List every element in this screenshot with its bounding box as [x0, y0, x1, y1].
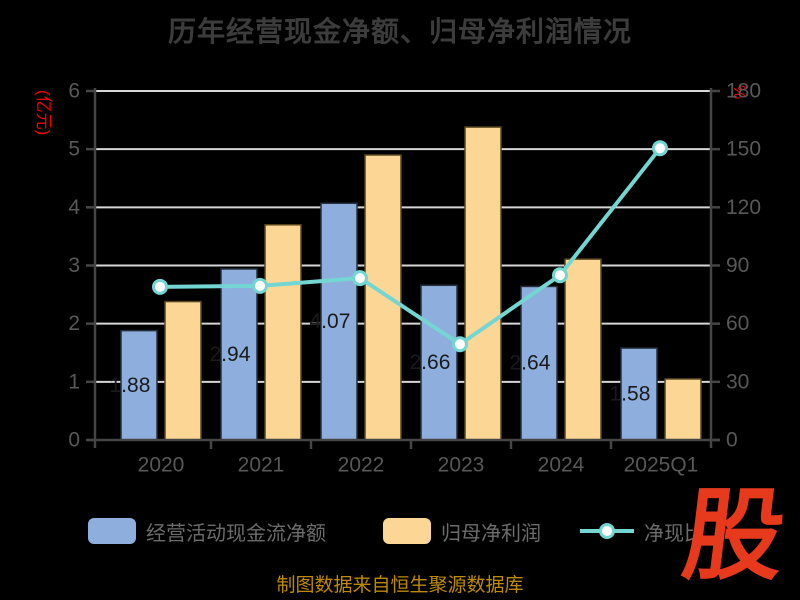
- bar-value-label-2024: 2.64: [510, 352, 551, 375]
- line-marker-2025Q1: [652, 140, 668, 157]
- right-axis-tick-label-60: 60: [726, 312, 749, 335]
- bar-value-label-2022: 4.07: [310, 310, 351, 333]
- legend-label-operating-cashflow: 经营活动现金流净额: [146, 522, 326, 545]
- chart-title: 历年经营现金净额、归母净利润情况: [167, 16, 632, 47]
- left-axis-tick-label-6: 6: [68, 80, 80, 103]
- line-marker-2021: [252, 277, 268, 294]
- legend-item-net-cash-ratio: 净现比: [580, 516, 704, 546]
- bar-net-profit-2021: [264, 224, 302, 441]
- x-axis-label-2021: 2021: [238, 454, 285, 477]
- bar-operating-cashflow-2020: [120, 329, 158, 441]
- bar-net-profit-2025Q1: [664, 378, 702, 441]
- legend-swatch-blue-bar: [88, 518, 136, 544]
- legend: 经营活动现金流净额 归母净利润 净现比: [0, 516, 800, 548]
- legend-line-marker-icon: [599, 523, 615, 539]
- x-axis-label-2025Q1: 2025Q1: [624, 454, 699, 477]
- right-axis-tick-label-30: 30: [726, 370, 749, 393]
- stock-logo: 股: [677, 480, 791, 592]
- legend-label-net-cash-ratio: 净现比: [644, 522, 704, 545]
- right-axis-tick-label-90: 90: [726, 254, 749, 277]
- right-axis-tick-label-120: 120: [726, 196, 761, 219]
- left-axis-tick-label-5: 5: [68, 138, 80, 161]
- x-axis-label-2024: 2024: [538, 454, 585, 477]
- legend-label-net-profit: 归母净利润: [441, 522, 541, 545]
- bar-value-label-2020: 1.88: [110, 374, 151, 397]
- legend-item-net-profit: 归母净利润: [383, 516, 541, 546]
- line-net-cash-ratio: [158, 146, 662, 347]
- left-axis-tick-label-3: 3: [68, 254, 80, 277]
- x-axis-label-2020: 2020: [138, 454, 185, 477]
- bar-net-profit-2020: [164, 300, 202, 441]
- bar-net-profit-2022: [364, 154, 402, 441]
- line-marker-2022: [352, 270, 368, 287]
- right-axis-tick-label-150: 150: [726, 138, 761, 161]
- right-axis-tick-label-180: 180: [726, 80, 761, 103]
- legend-swatch-orange-bar: [383, 518, 431, 544]
- left-axis-tick-label-1: 1: [68, 370, 80, 393]
- left-axis-tick-label-2: 2: [68, 312, 80, 335]
- bar-net-profit-2023: [464, 126, 502, 441]
- bar-value-label-2021: 2.94: [210, 343, 251, 366]
- line-marker-2024: [552, 267, 568, 284]
- x-axis-label-2022: 2022: [338, 454, 385, 477]
- right-axis-tick-label-0: 0: [726, 429, 738, 452]
- data-source-note: 制图数据来自恒生聚源数据库: [276, 575, 524, 596]
- left-axis-tick-label-0: 0: [68, 429, 80, 452]
- legend-item-operating-cashflow: 经营活动现金流净额: [88, 516, 326, 546]
- x-axis-label-2023: 2023: [438, 454, 485, 477]
- line-marker-2023: [452, 336, 468, 353]
- bar-value-label-2025Q1: 1.58: [610, 383, 651, 406]
- legend-swatch-teal-line: [580, 516, 634, 546]
- left-axis-tick-label-4: 4: [68, 196, 80, 219]
- line-marker-2020: [152, 278, 168, 295]
- bar-value-label-2023: 2.66: [410, 351, 451, 374]
- bar-net-profit-2024: [564, 258, 602, 441]
